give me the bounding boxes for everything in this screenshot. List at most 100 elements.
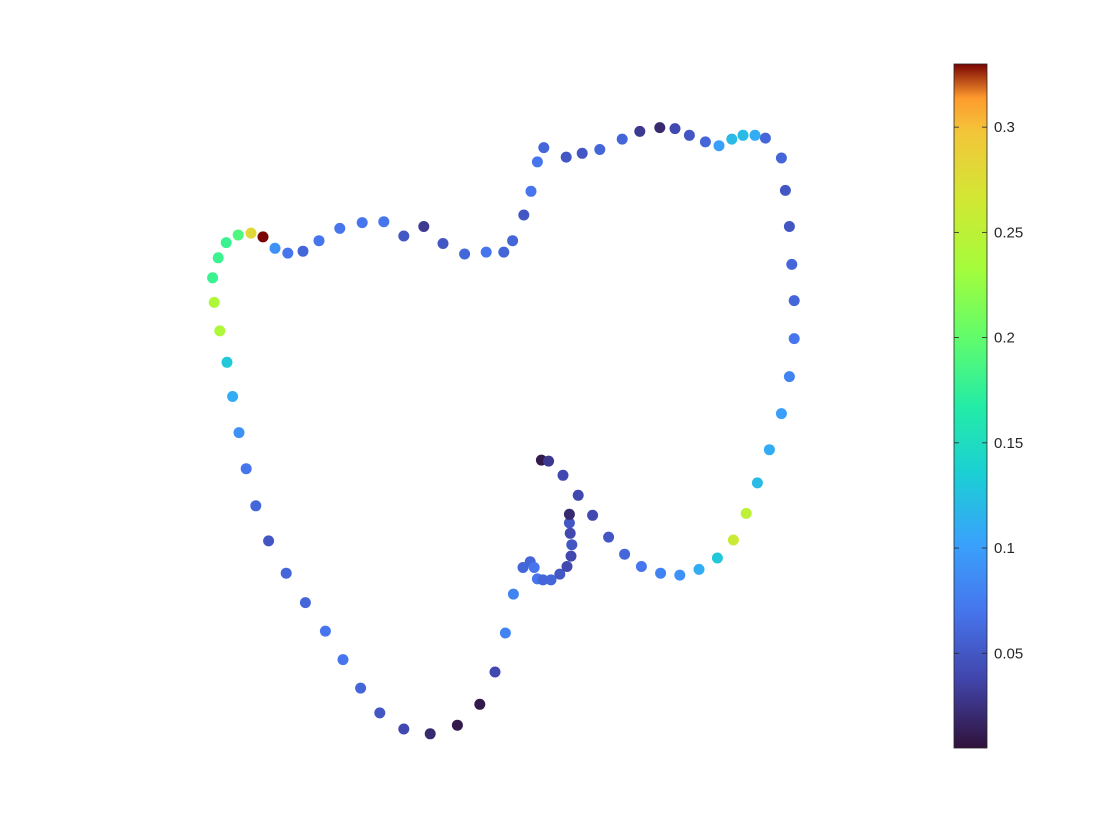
scatter-point bbox=[269, 242, 281, 254]
scatter-point bbox=[779, 184, 791, 196]
scatter-point bbox=[214, 325, 226, 337]
scatter-point bbox=[655, 567, 667, 579]
scatter-point bbox=[693, 563, 705, 575]
scatter-point bbox=[227, 391, 239, 402]
scatter-point bbox=[560, 151, 572, 163]
scatter-point bbox=[398, 230, 410, 242]
colorbar-tick-label: 0.3 bbox=[994, 119, 1015, 136]
scatter-point bbox=[437, 238, 449, 249]
scatter-point bbox=[459, 248, 471, 260]
scatter-point bbox=[788, 295, 800, 307]
scatter-point bbox=[674, 569, 686, 581]
scatter-point bbox=[759, 132, 771, 144]
scatter-point bbox=[751, 477, 763, 489]
scatter-point bbox=[319, 625, 331, 637]
scatter-point bbox=[545, 574, 557, 586]
scatter-point bbox=[418, 221, 430, 232]
scatter-point bbox=[537, 574, 549, 586]
scatter-point bbox=[499, 627, 511, 639]
scatter-point bbox=[713, 140, 725, 152]
scatter-point bbox=[489, 666, 501, 678]
scatter-point bbox=[257, 231, 269, 243]
scatter-point bbox=[603, 531, 615, 543]
colorbar: 0.05 0.1 0.15 0.2 0.25 0.3 bbox=[953, 63, 1023, 749]
scatter-point bbox=[788, 333, 800, 345]
scatter-point bbox=[451, 719, 463, 731]
scatter-point bbox=[654, 122, 666, 134]
scatter-point bbox=[507, 235, 519, 247]
scatter-point bbox=[543, 455, 555, 467]
scatter-point bbox=[280, 567, 292, 579]
scatter-point bbox=[525, 185, 537, 197]
colorbar-tick-label: 0.1 bbox=[994, 540, 1015, 557]
scatter-point bbox=[737, 129, 749, 141]
scatter-point bbox=[572, 489, 584, 501]
colorbar-tick-label: 0.05 bbox=[994, 645, 1023, 662]
scatter-point bbox=[775, 408, 787, 420]
scatter-point bbox=[634, 125, 646, 137]
scatter-point bbox=[635, 561, 647, 572]
scatter-point bbox=[334, 222, 346, 234]
scatter-point bbox=[250, 500, 262, 512]
scatter-point bbox=[518, 209, 530, 221]
scatter-point bbox=[786, 258, 798, 270]
scatter-point bbox=[207, 272, 219, 284]
scatter-point bbox=[424, 728, 436, 740]
scatter-point bbox=[563, 508, 575, 520]
scatter-point bbox=[356, 217, 368, 229]
scatter-point bbox=[240, 463, 252, 475]
scatter-point bbox=[763, 444, 775, 456]
scatter-point bbox=[480, 246, 492, 258]
scatter-point bbox=[616, 133, 628, 145]
scatter-point bbox=[208, 296, 220, 308]
scatter-point bbox=[740, 507, 752, 519]
scatter-point bbox=[563, 517, 575, 529]
scatter-point bbox=[498, 246, 510, 258]
colorbar-gradient bbox=[953, 63, 988, 749]
scatter-point bbox=[727, 534, 739, 546]
colorbar-tick-label: 0.2 bbox=[994, 330, 1015, 347]
scatter-point bbox=[282, 247, 294, 259]
scatter-point bbox=[594, 144, 606, 155]
scatter-point bbox=[554, 568, 566, 580]
scatter-point bbox=[775, 152, 787, 164]
scatter-point bbox=[783, 371, 795, 383]
scatter-point bbox=[557, 469, 569, 481]
scatter-point bbox=[538, 142, 550, 154]
scatter-point bbox=[783, 221, 795, 232]
scatter-point bbox=[378, 216, 390, 228]
scatter-point bbox=[564, 527, 576, 539]
scatter-point bbox=[245, 227, 257, 239]
scatter-point bbox=[220, 237, 232, 249]
scatter-point bbox=[699, 136, 711, 148]
scatter-point bbox=[263, 535, 275, 547]
scatter-point bbox=[726, 133, 738, 145]
scatter-point bbox=[566, 539, 578, 551]
colorbar-tick-label: 0.25 bbox=[994, 224, 1023, 241]
scatter-point bbox=[313, 235, 325, 247]
scatter-point bbox=[576, 147, 588, 159]
scatter-point bbox=[221, 356, 233, 368]
scatter-point bbox=[528, 562, 540, 573]
scatter-point bbox=[398, 723, 410, 735]
scatter-point bbox=[711, 552, 723, 564]
scatter-point bbox=[587, 509, 599, 521]
scatter-point bbox=[299, 597, 311, 609]
scatter-point bbox=[232, 229, 244, 241]
scatter-points bbox=[207, 122, 800, 740]
scatter-point bbox=[531, 156, 543, 168]
scatter-point bbox=[683, 129, 695, 141]
scatter-point bbox=[619, 548, 631, 560]
scatter-point bbox=[669, 123, 681, 135]
colorbar-tick-label: 0.15 bbox=[994, 435, 1023, 452]
scatter-point bbox=[561, 561, 573, 572]
scatter-point bbox=[474, 698, 486, 710]
scatter-point bbox=[297, 245, 309, 257]
scatter-point bbox=[355, 682, 367, 694]
scatter-point bbox=[507, 588, 519, 600]
colorbar-ticks: 0.05 0.1 0.15 0.2 0.25 0.3 bbox=[954, 119, 1023, 662]
scatter-point bbox=[337, 654, 349, 666]
scatter-point bbox=[565, 550, 577, 562]
scatter-point bbox=[212, 252, 224, 264]
